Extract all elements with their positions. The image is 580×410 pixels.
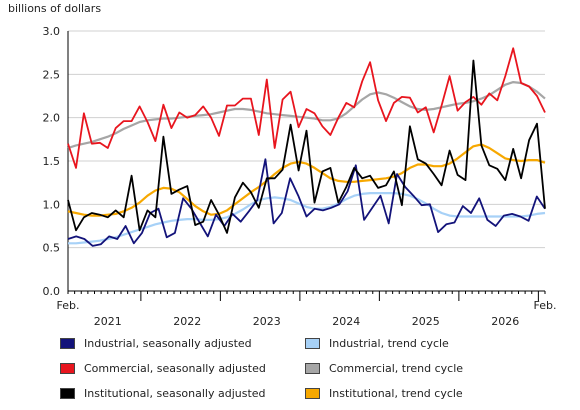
series-line-institutional-trend-cycle — [67, 143, 546, 217]
x-month-label: Feb. — [534, 299, 557, 312]
legend-swatch-institutional-sa — [60, 387, 75, 399]
legend-swatch-industrial-trend — [305, 337, 320, 349]
legend-swatch-commercial-trend — [305, 362, 320, 374]
y-tick-label: 1.5 — [43, 155, 61, 168]
legend-label-institutional-trend: Institutional, trend cycle — [329, 386, 463, 400]
series-line-industrial-seasonally-adjusted — [67, 158, 546, 247]
legend-swatch-institutional-trend — [305, 387, 320, 399]
legend-item-industrial-trend: Industrial, trend cycle — [305, 335, 449, 351]
y-tick-label: 0.0 — [43, 285, 61, 298]
legend-item-institutional-trend: Institutional, trend cycle — [305, 385, 463, 401]
legend-label-commercial-trend: Commercial, trend cycle — [329, 361, 464, 375]
x-month-label: Feb. — [57, 299, 80, 312]
x-year-label: 2023 — [253, 315, 281, 328]
y-tick-label: 0.5 — [43, 242, 61, 255]
legend-label-commercial-sa: Commercial, seasonally adjusted — [84, 361, 266, 375]
legend-item-industrial-sa: Industrial, seasonally adjusted — [60, 335, 252, 351]
legend-item-commercial-trend: Commercial, trend cycle — [305, 360, 463, 376]
x-axis: Feb. Feb. 2021 2022 2023 2024 2025 2026 — [57, 290, 557, 328]
y-tick-label: 2.0 — [43, 112, 61, 125]
legend-item-institutional-sa: Institutional, seasonally adjusted — [60, 385, 266, 401]
series-lines — [67, 47, 546, 247]
legend-swatch-industrial-sa — [60, 337, 75, 349]
x-year-label: 2022 — [173, 315, 201, 328]
legend-label-industrial-sa: Industrial, seasonally adjusted — [84, 336, 252, 350]
series-line-commercial-seasonally-adjusted — [67, 47, 546, 169]
x-year-label: 2024 — [332, 315, 360, 328]
series-line-institutional-seasonally-adjusted — [67, 59, 546, 234]
y-tick-label: 3.0 — [43, 25, 61, 38]
x-year-label: 2021 — [94, 315, 122, 328]
y-tick-labels: 0.0 0.5 1.0 1.5 2.0 2.5 3.0 — [43, 25, 61, 298]
legend-item-commercial-sa: Commercial, seasonally adjusted — [60, 360, 266, 376]
x-year-label: 2026 — [491, 315, 519, 328]
y-axis-label: billions of dollars — [8, 2, 101, 15]
y-tick-label: 1.0 — [43, 198, 61, 211]
legend-swatch-commercial-sa — [60, 362, 75, 374]
legend-label-institutional-sa: Institutional, seasonally adjusted — [84, 386, 266, 400]
y-tick-label: 2.5 — [43, 68, 61, 81]
legend-label-industrial-trend: Industrial, trend cycle — [329, 336, 449, 350]
x-year-label: 2025 — [412, 315, 440, 328]
series-line-industrial-trend-cycle — [68, 192, 546, 245]
